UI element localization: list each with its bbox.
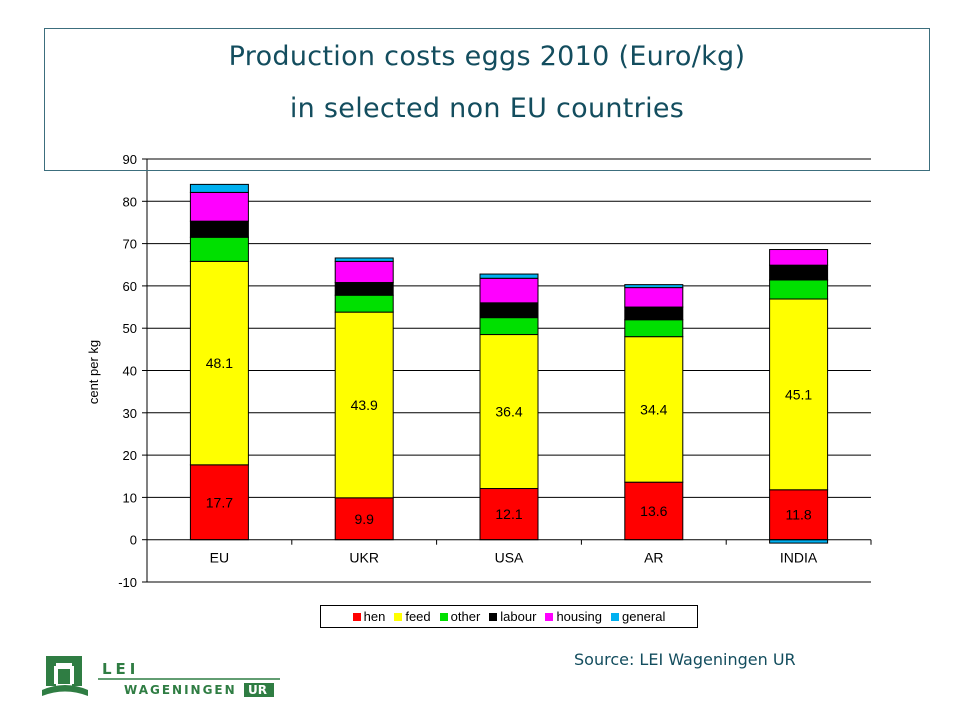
bar-other <box>479 317 539 336</box>
legend-swatch <box>439 612 448 621</box>
legend-label: labour <box>500 609 537 624</box>
y-tick-label: 40 <box>123 364 137 379</box>
logo-text-ur: UR <box>248 683 267 697</box>
bar-other <box>189 236 249 262</box>
y-tick-label: -10 <box>118 575 137 590</box>
lei-wageningen-logo: LEI WAGENINGEN UR <box>42 656 280 697</box>
data-label-feed: 45.1 <box>785 386 812 402</box>
data-label-hen: 13.6 <box>640 503 667 519</box>
bar-labour <box>334 282 394 296</box>
legend: hen feed other labour housing general <box>320 605 698 628</box>
y-tick-label: 70 <box>123 237 137 252</box>
data-labels: 17.7 48.1 9.9 43.9 12.1 36.4 13.6 34.4 11.8 45.1 <box>206 355 813 527</box>
data-label-hen: 17.7 <box>206 494 233 510</box>
logo-text-lei: LEI <box>102 660 139 678</box>
x-tick-label: USA <box>495 550 524 566</box>
legend-item-general: general <box>610 609 666 624</box>
legend-item-feed: feed <box>394 609 431 624</box>
bar-housing <box>769 249 829 266</box>
x-tick-labels: EU UKR USA AR INDIA <box>210 550 818 566</box>
bar-labour <box>624 306 684 321</box>
bar-other <box>769 279 829 300</box>
y-tick-label: 50 <box>123 321 137 336</box>
bar-labour <box>479 302 539 319</box>
bar-general <box>189 183 249 193</box>
x-tick-label: EU <box>210 550 229 566</box>
bar-housing <box>479 277 539 304</box>
bars <box>189 183 829 544</box>
x-tick-label: AR <box>644 550 663 566</box>
y-axis-label: cent per kg <box>86 340 101 404</box>
chart-title-line2: in selected non EU countries <box>289 93 685 124</box>
bar-feed <box>479 334 539 490</box>
legend-swatch <box>489 612 498 621</box>
title-box: Production costs eggs 2010 (Euro/kg) in … <box>44 28 930 171</box>
y-tick-label: 10 <box>123 490 137 505</box>
y-tick-label: 30 <box>123 406 137 421</box>
bar-feed <box>769 298 829 491</box>
bar-labour <box>189 220 249 238</box>
bar-hen <box>624 481 684 541</box>
data-label-feed: 48.1 <box>206 355 233 371</box>
y-tick-label: 0 <box>130 533 137 548</box>
data-label-feed: 34.4 <box>640 401 667 417</box>
bar-feed <box>189 260 249 466</box>
bar-hen <box>769 489 829 541</box>
legend-label: feed <box>405 609 431 624</box>
legend-label: housing <box>556 609 602 624</box>
bar-housing <box>624 287 684 308</box>
legend-item-other: other <box>439 609 481 624</box>
axes <box>142 158 872 583</box>
y-tick-label: 20 <box>123 448 137 463</box>
legend-label: general <box>621 609 666 624</box>
data-label-feed: 36.4 <box>495 404 522 420</box>
legend-item-housing: housing <box>545 609 602 624</box>
legend-swatch <box>352 612 361 621</box>
bar-general <box>334 257 394 262</box>
bar-housing <box>189 191 249 222</box>
bar-other <box>624 319 684 338</box>
chart-title-line1: Production costs eggs 2010 (Euro/kg) <box>228 41 746 72</box>
data-label-feed: 43.9 <box>351 397 378 413</box>
bar-hen <box>479 488 539 541</box>
data-label-hen: 12.1 <box>495 506 522 522</box>
legend-label: other <box>450 609 481 624</box>
y-tick-label: 80 <box>123 194 137 209</box>
legend-item-hen: hen <box>352 609 386 624</box>
bar-feed <box>624 336 684 483</box>
bar-feed <box>334 311 394 499</box>
bar-general <box>769 539 829 544</box>
legend-label: hen <box>363 609 386 624</box>
bar-hen <box>334 497 394 541</box>
x-tick-label: INDIA <box>780 550 818 566</box>
bar-general <box>479 273 539 279</box>
y-tick-label: 90 <box>123 152 137 167</box>
legend-swatch <box>610 612 619 621</box>
legend-swatch <box>394 612 403 621</box>
source-text: Source: LEI Wageningen UR <box>574 650 796 669</box>
y-tick-labels: -10 0 10 20 30 40 50 60 70 80 90 <box>118 152 137 590</box>
data-label-hen: 11.8 <box>785 507 811 523</box>
legend-swatch <box>545 612 554 621</box>
logo-text-wageningen: WAGENINGEN <box>124 683 237 697</box>
bar-general <box>624 284 684 289</box>
bar-labour <box>769 264 829 281</box>
data-label-hen: 9.9 <box>354 511 374 527</box>
x-tick-label: UKR <box>349 550 379 566</box>
bar-other <box>334 294 394 313</box>
bar-housing <box>334 260 394 284</box>
legend-item-labour: labour <box>489 609 536 624</box>
y-tick-label: 60 <box>123 279 137 294</box>
